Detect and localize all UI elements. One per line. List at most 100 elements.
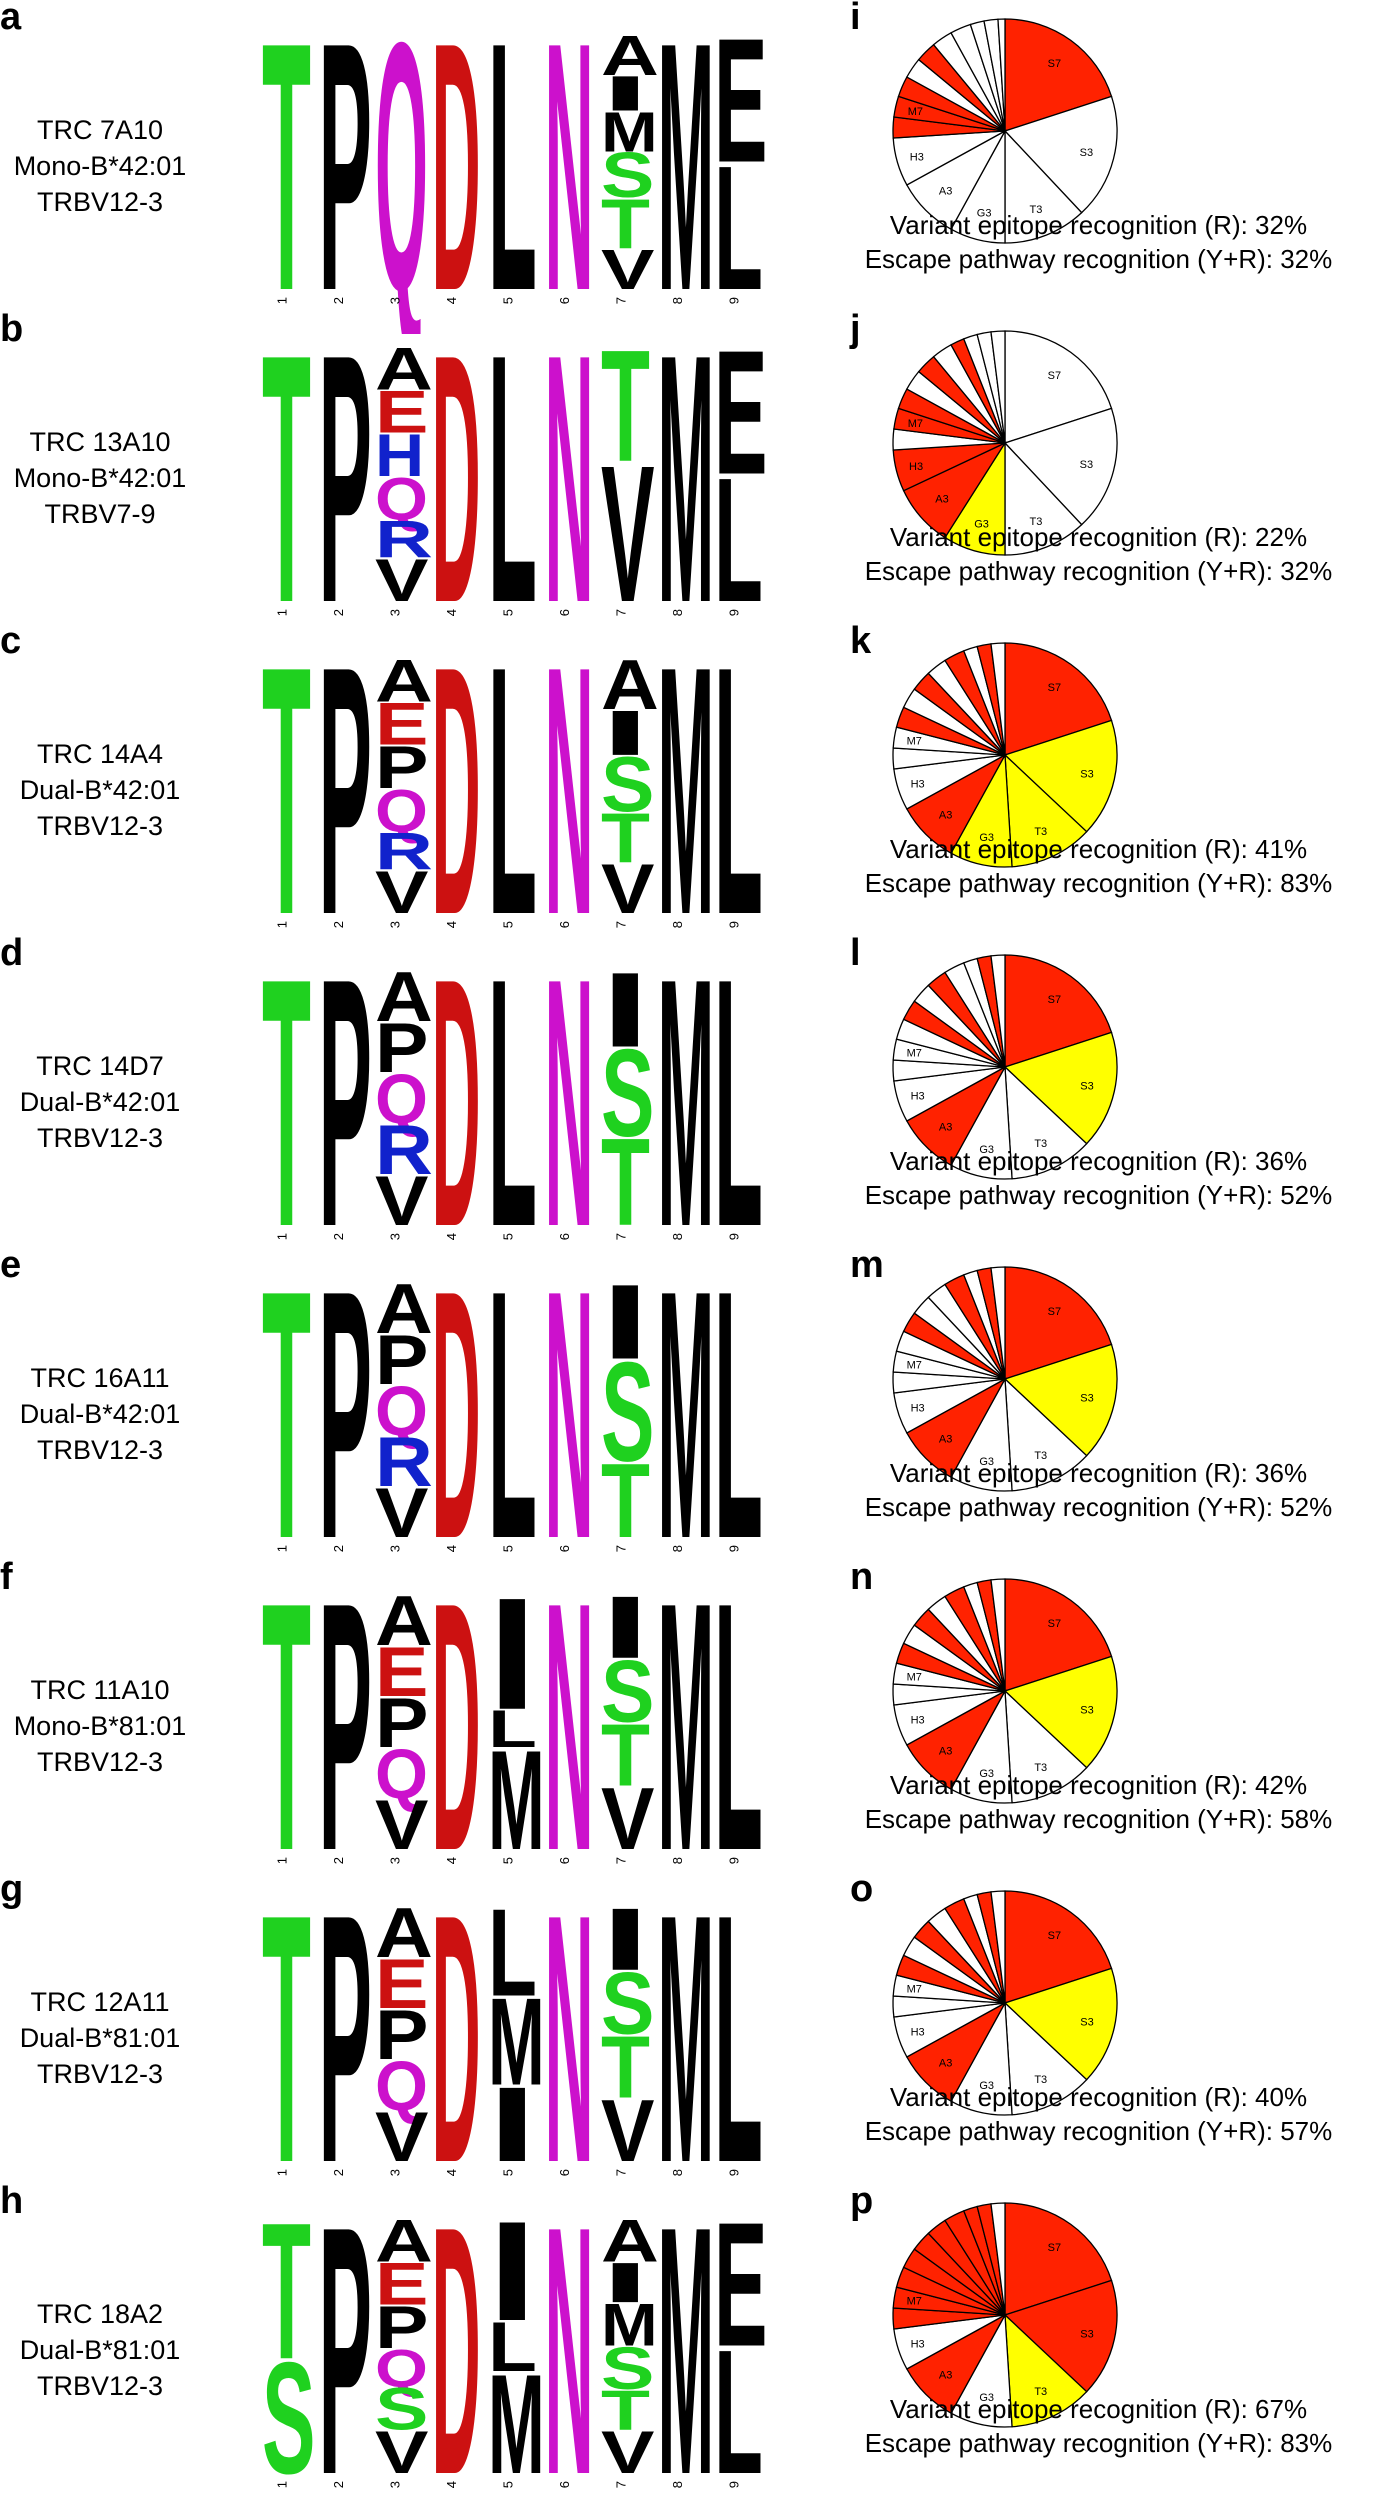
position-label: 7	[613, 921, 628, 928]
pie-slice-label: M7	[908, 106, 923, 118]
variant-recognition-label: Variant epitope recognition (R):	[889, 834, 1256, 864]
logo-letter: I	[488, 2218, 537, 2350]
logo-letter: Q	[375, 2338, 428, 2397]
escape-pathway-recognition-value: 52%	[1280, 1492, 1333, 1522]
logo-letter: T	[262, 658, 311, 958]
pie-slice	[1004, 18, 1113, 132]
logo-letter: A	[601, 658, 659, 725]
logo-letter: D	[432, 1282, 481, 1582]
pie-slice-label: H3	[911, 1714, 925, 1726]
tcr-clone-label: TRC 12A11 Dual-B*81:01 TRBV12-3	[0, 1984, 200, 2092]
escape-pathway-recognition-value: 32%	[1280, 556, 1333, 586]
tcr-clone-label-line: TRBV12-3	[36, 2371, 164, 2401]
logo-letter: V	[375, 2098, 428, 2177]
logo-letter: A	[375, 2218, 433, 2275]
pie-slice-label: S7	[1048, 682, 1061, 694]
pie-slice	[990, 954, 1006, 1068]
logo-letter: Q	[375, 1734, 428, 1814]
pie-slice	[990, 2202, 1006, 2316]
logo-letter: P	[375, 1009, 428, 1088]
recognition-pie-chart: S7 S3 T3 G3 A3 H3 M7	[892, 642, 1118, 868]
pie-slice-label: S7	[1048, 1618, 1061, 1630]
recognition-pie-chart: S7 S3 T3 G3 A3 H3 M7	[892, 1890, 1118, 2116]
pie-slice-label: S3	[1080, 1080, 1093, 1092]
panel-letter: f	[0, 1556, 13, 1598]
panel-letter: a	[0, 0, 22, 38]
logo-letter: L	[488, 34, 537, 334]
position-label: 7	[613, 2169, 628, 2176]
logo-letter: P	[375, 1996, 428, 2075]
variant-recognition-label: Variant epitope recognition (R):	[889, 2394, 1256, 2424]
escape-pathway-recognition-label: Escape pathway recognition (Y+R):	[864, 868, 1281, 898]
position-label: 8	[670, 1857, 685, 1864]
position-label: 4	[444, 1857, 459, 1864]
logo-letter: A	[375, 1594, 433, 1661]
escape-pathway-recognition-text: Escape pathway recognition (Y+R): 32%	[820, 242, 1377, 276]
panel-letter: k	[850, 620, 872, 662]
logo-letter: A	[375, 1906, 433, 1973]
variant-recognition-value: 41%	[1255, 834, 1308, 864]
escape-pathway-recognition-label: Escape pathway recognition (Y+R):	[864, 1492, 1281, 1522]
position-label: 5	[500, 297, 515, 304]
pie-slice-label: T3	[1030, 204, 1043, 216]
logo-letter: P	[319, 1906, 372, 2206]
escape-pathway-recognition-value: 52%	[1280, 1180, 1333, 1210]
pie-slice	[1003, 1967, 1118, 2081]
pie-slice-label: H3	[910, 152, 924, 164]
logo-letter: N	[545, 2218, 594, 2518]
logo-letter: S	[601, 1334, 654, 1492]
pie-slice	[990, 1266, 1006, 1380]
variant-recognition-label: Variant epitope recognition (R):	[889, 1458, 1256, 1488]
pie-slice-label: S3	[1080, 2328, 1093, 2340]
tcr-clone-label-line: TRBV12-3	[36, 2059, 164, 2089]
panel-letter: b	[0, 308, 24, 350]
logo-letter: D	[432, 1594, 481, 1894]
logo-letter: T	[262, 34, 311, 334]
position-label: 4	[444, 2169, 459, 2176]
tcr-clone-label-line: TRC 11A10	[30, 1675, 170, 1705]
pie-slice	[1003, 719, 1118, 833]
tcr-clone-label: TRC 18A2 Dual-B*81:01 TRBV12-3	[0, 2296, 200, 2404]
logo-letter: E	[375, 1945, 428, 2024]
logo-letter: Q	[375, 1371, 428, 1451]
panel-letter: o	[850, 1868, 874, 1910]
position-label: 8	[670, 1233, 685, 1240]
escape-pathway-recognition-label: Escape pathway recognition (Y+R):	[864, 1804, 1281, 1834]
logo-letter: M	[601, 2291, 658, 2358]
logo-letter: M	[658, 1906, 715, 2206]
escape-pathway-recognition-label: Escape pathway recognition (Y+R):	[864, 244, 1281, 274]
logo-letter: L	[714, 1282, 763, 1582]
position-label: 1	[274, 921, 289, 928]
position-label: 6	[557, 921, 572, 928]
logo-letter: L	[488, 346, 537, 646]
position-label: 8	[670, 2481, 685, 2488]
logo-letter: I	[601, 66, 650, 121]
logo-letter: L	[488, 970, 537, 1270]
escape-pathway-recognition-value: 57%	[1280, 2116, 1333, 2146]
position-label: 1	[274, 1233, 289, 1240]
variant-recognition-label: Variant epitope recognition (R):	[889, 210, 1256, 240]
logo-letter: L	[714, 443, 763, 640]
panel-row: h TRC 18A2 Dual-B*81:01 TRBV12-3 T S 1 P 2 A E P Q S V…	[0, 2180, 1377, 2518]
position-label: 1	[274, 2169, 289, 2176]
tcr-clone-label: TRC 14D7 Dual-B*42:01 TRBV12-3	[0, 1048, 200, 1156]
logo-letter: A	[375, 658, 433, 715]
position-label: 5	[500, 921, 515, 928]
logo-letter: E	[375, 379, 428, 446]
logo-letter: L	[714, 2315, 763, 2512]
variant-recognition-value: 36%	[1255, 1458, 1308, 1488]
pie-slice	[990, 1578, 1006, 1692]
pie-slice-label: T3	[1034, 1450, 1047, 1462]
logo-letter: L	[714, 131, 763, 328]
logo-letter: L	[714, 970, 763, 1270]
logo-letter: I	[601, 1282, 650, 1381]
position-label: 1	[274, 2481, 289, 2488]
tcr-clone-label-line: Dual-B*42:01	[19, 775, 181, 805]
escape-pathway-recognition-text: Escape pathway recognition (Y+R): 83%	[820, 866, 1377, 900]
pie-slice-label: A3	[939, 1433, 952, 1445]
pie-slice	[997, 18, 1006, 132]
position-label: 5	[500, 609, 515, 616]
logo-letter: D	[432, 1906, 481, 2206]
position-label: 2	[331, 1857, 346, 1864]
